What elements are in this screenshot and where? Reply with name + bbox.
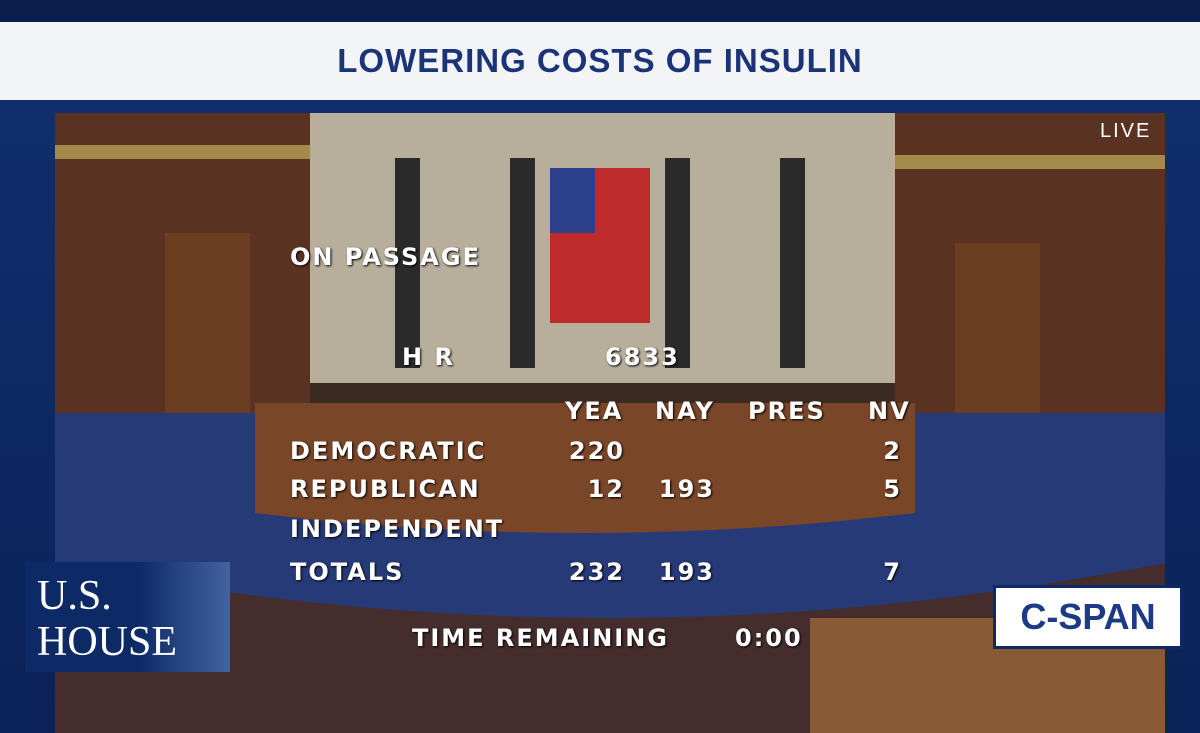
title-band: LOWERING COSTS OF INSULIN: [0, 22, 1200, 100]
party-label: REPUBLICAN: [290, 475, 481, 503]
network-logo: C-SPAN: [993, 585, 1183, 649]
board-heading: ON PASSAGE: [290, 243, 481, 271]
party-label: TOTALS: [290, 558, 405, 586]
live-badge: LIVE: [1100, 120, 1152, 142]
vote-count: 5: [883, 475, 902, 503]
vote-count: 7: [883, 558, 902, 586]
bill-number: 6833: [605, 343, 680, 371]
title: LOWERING COSTS OF INSULIN: [337, 42, 863, 79]
vote-count: 12: [587, 475, 625, 503]
vote-count: 193: [658, 558, 715, 586]
network-name: C-SPAN: [1020, 596, 1156, 637]
vote-count: 2: [883, 437, 902, 465]
house-logo-line: U.S.: [37, 573, 112, 619]
chamber-scene: [55, 113, 1165, 733]
column-header: NV: [868, 397, 911, 425]
party-label: INDEPENDENT: [290, 515, 505, 543]
house-logo-line: HOUSE: [37, 619, 178, 665]
vote-count: 232: [568, 558, 625, 586]
house-logo: U.S. HOUSE: [25, 562, 230, 672]
column-header: YEA: [565, 397, 624, 425]
top-bar: [0, 0, 1200, 22]
party-label: DEMOCRATIC: [290, 437, 487, 465]
time-value: 0:00: [735, 624, 803, 652]
time-label: TIME REMAINING: [412, 624, 669, 652]
vote-count: 193: [658, 475, 715, 503]
vote-count: 220: [568, 437, 625, 465]
bill-prefix: H R: [402, 343, 455, 371]
column-header: NAY: [655, 397, 715, 425]
column-header: PRES: [748, 397, 826, 425]
